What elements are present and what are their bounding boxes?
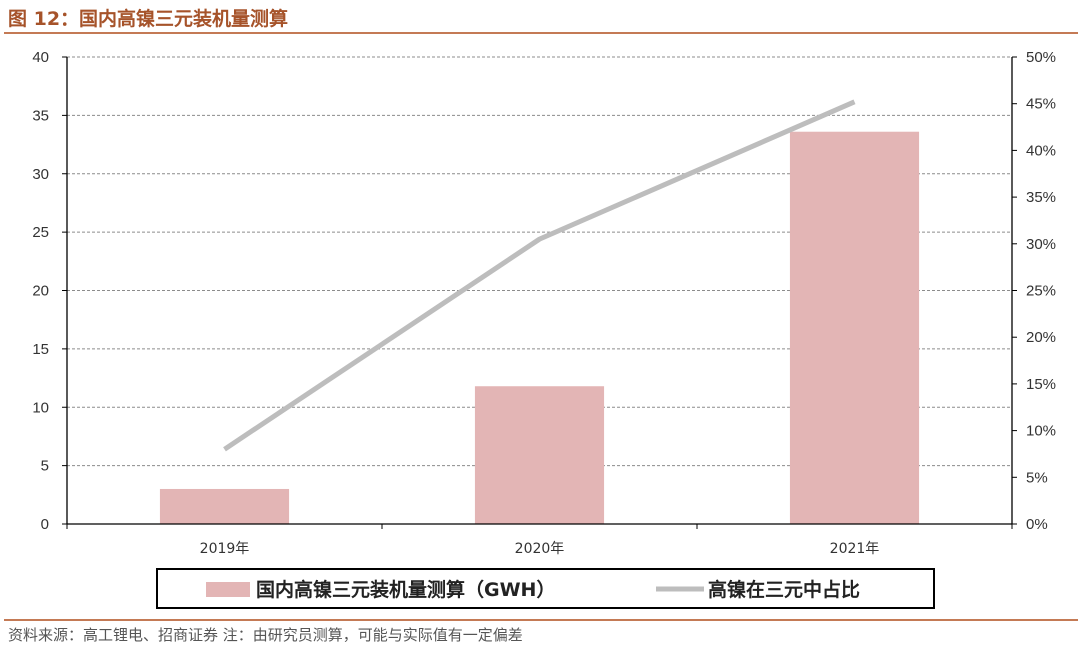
y-right-ticks: 0% 5% 10% 15% 20% 25% 30% 35% 40% 45% 50% bbox=[1012, 49, 1056, 533]
ratio-line-path bbox=[223, 99, 856, 452]
y-left-tick-label: 20 bbox=[32, 283, 49, 300]
y-right-tick-label: 25% bbox=[1026, 283, 1056, 300]
ratio-line bbox=[223, 99, 856, 452]
y-right-tick-label: 40% bbox=[1026, 142, 1056, 159]
y-left-tick-label: 5 bbox=[41, 458, 49, 475]
legend-label-line: 高镍在三元中占比 bbox=[708, 578, 860, 601]
gridlines bbox=[67, 56, 1012, 467]
legend: 国内高镍三元装机量测算（GWH） 高镍在三元中占比 bbox=[156, 568, 935, 609]
x-tick-label: 2020年 bbox=[515, 541, 565, 557]
source-note: 资料来源：高工锂电、招商证券 注：由研究员测算，可能与实际值有一定偏差 bbox=[8, 626, 523, 644]
y-right-tick-label: 50% bbox=[1026, 49, 1056, 66]
y-right-tick-label: 20% bbox=[1026, 329, 1056, 346]
y-right-tick-label: 30% bbox=[1026, 236, 1056, 253]
y-left-tick-label: 40 bbox=[32, 49, 49, 66]
y-left-tick-label: 30 bbox=[32, 166, 49, 183]
x-tick-label: 2021年 bbox=[830, 541, 880, 557]
bar-2 bbox=[474, 386, 605, 524]
y-left-tick-label: 0 bbox=[41, 516, 49, 533]
title-rule bbox=[4, 32, 1078, 34]
bar-1 bbox=[159, 488, 290, 524]
y-right-tick-label: 5% bbox=[1026, 469, 1048, 486]
y-left-tick-label: 10 bbox=[32, 399, 49, 416]
y-right-tick-label: 45% bbox=[1026, 96, 1056, 113]
legend-swatch-bar bbox=[206, 582, 250, 597]
legend-label-bar: 国内高镍三元装机量测算（GWH） bbox=[256, 578, 555, 601]
y-left-tick-label: 35 bbox=[32, 107, 49, 124]
y-left-tick-label: 15 bbox=[32, 341, 49, 358]
y-right-tick-label: 35% bbox=[1026, 189, 1056, 206]
y-left-ticks: 0 5 10 15 20 25 30 35 40 bbox=[32, 49, 67, 533]
y-right-tick-label: 10% bbox=[1026, 423, 1056, 440]
y-right-tick-label: 0% bbox=[1026, 516, 1048, 533]
figure-title: 图 12：国内高镍三元装机量测算 bbox=[8, 8, 289, 30]
bars bbox=[159, 131, 920, 524]
x-tick-label: 2019年 bbox=[200, 541, 250, 557]
y-left-tick-label: 25 bbox=[32, 224, 49, 241]
source-rule bbox=[4, 619, 1078, 621]
bar-3 bbox=[789, 131, 920, 524]
legend-box bbox=[156, 568, 935, 609]
y-right-tick-label: 15% bbox=[1026, 376, 1056, 393]
x-ticks: 2019年 2020年 2021年 bbox=[66, 524, 1013, 557]
